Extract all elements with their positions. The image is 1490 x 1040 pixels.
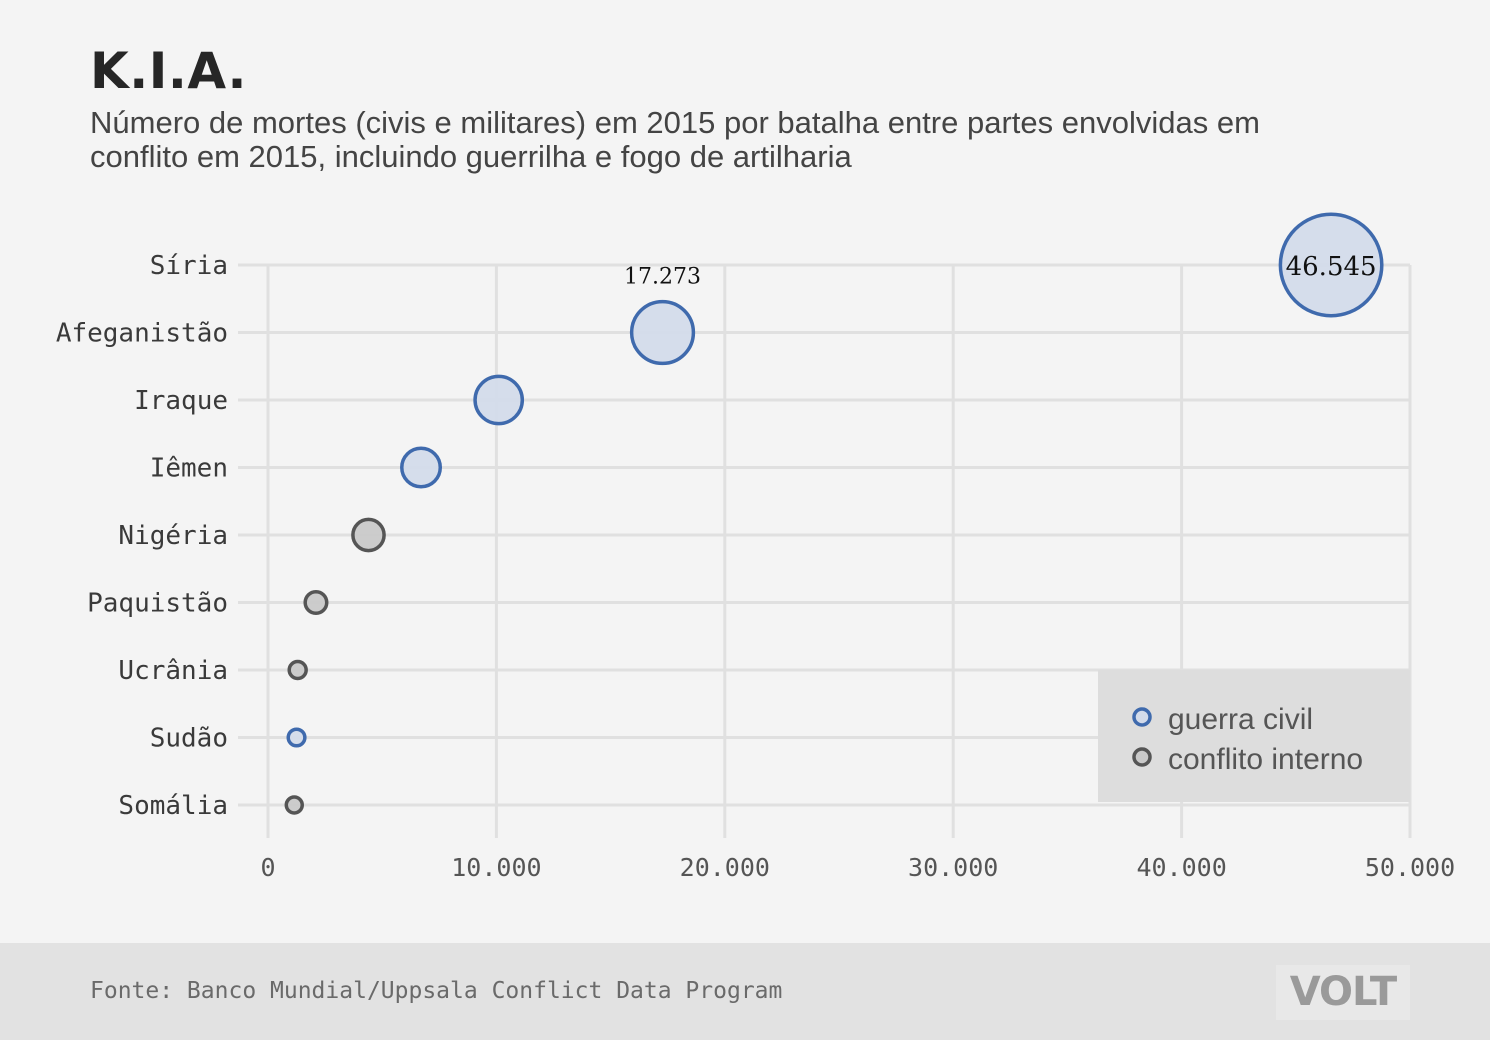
- x-tick-label: 0: [260, 853, 275, 882]
- y-axis: Síria Afeganistão Iraque Iêmen Nigéria Paquis…: [56, 251, 228, 821]
- footer: [0, 943, 1490, 1040]
- source-note: Fonte: Banco Mundial/Uppsala Conflict Da…: [90, 978, 783, 1004]
- bubble-afeganistão: [629, 299, 696, 366]
- data-labels: 46.545 17.273: [624, 252, 1377, 290]
- data-points: [284, 212, 1384, 815]
- volt-logo: VOLT: [1276, 965, 1410, 1020]
- bubble-paquistão: [303, 589, 329, 616]
- data-label: 17.273: [624, 265, 701, 290]
- x-tick-label: 20.000: [680, 853, 770, 882]
- y-tick-label: Paquistão: [87, 589, 228, 619]
- chart-subtitle: Número de mortes (civis e militares) em …: [90, 105, 1260, 174]
- legend-box: [1098, 670, 1410, 802]
- y-tick-label: Afeganistão: [56, 319, 228, 349]
- y-tick-label: Nigéria: [118, 521, 228, 551]
- bubble-iêmen: [400, 446, 443, 489]
- bubble-iraque: [473, 374, 525, 426]
- bubble-sudão: [286, 727, 307, 748]
- x-tick-label: 50.000: [1365, 853, 1455, 882]
- y-tick-label: Ucrânia: [118, 656, 228, 686]
- bubble-nigéria: [351, 517, 386, 553]
- x-tick-label: 10.000: [451, 853, 541, 882]
- bubble-chart: Síria Afeganistão Iraque Iêmen Nigéria Paquis…: [56, 212, 1455, 882]
- legend-marker-guerra-civil: [1132, 707, 1152, 727]
- y-tick-label: Iêmen: [150, 454, 228, 484]
- legend-label-guerra-civil: guerra civil: [1168, 703, 1313, 736]
- data-label: 46.545: [1286, 252, 1377, 282]
- legend: guerra civil conflito interno: [1098, 670, 1410, 802]
- bubble-somália: [284, 795, 304, 815]
- legend-label-conflito-interno: conflito interno: [1168, 743, 1363, 776]
- y-tick-label: Sudão: [150, 724, 228, 754]
- bubble-ucrânia: [287, 659, 308, 681]
- y-tick-label: Somália: [118, 791, 228, 821]
- x-tick-label: 30.000: [908, 853, 998, 882]
- x-axis: 0 10.000 20.000 30.000 40.000 50.000: [260, 853, 1455, 882]
- x-tick-label: 40.000: [1136, 853, 1226, 882]
- chart-title: K.I.A.: [90, 42, 247, 100]
- y-tick-label: Iraque: [134, 386, 228, 416]
- bubble-síria: [1278, 212, 1384, 318]
- y-tick-label: Síria: [150, 251, 228, 281]
- legend-marker-conflito-interno: [1132, 747, 1152, 767]
